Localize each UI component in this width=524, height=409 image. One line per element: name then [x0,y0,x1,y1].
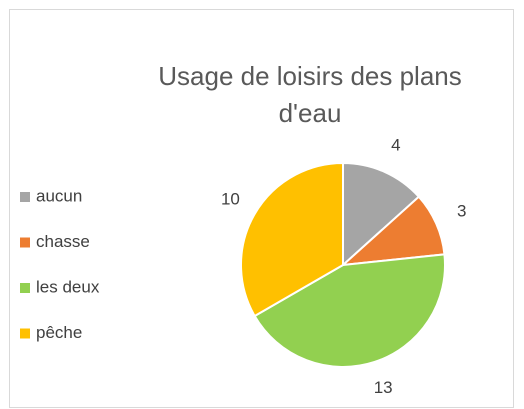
legend-swatch [20,237,30,248]
legend-label: les deux [36,277,100,296]
data-label: 4 [391,136,400,155]
data-label: 3 [457,202,466,221]
legend-label: chasse [36,232,90,251]
data-label: 13 [374,378,393,397]
legend-swatch [20,192,30,202]
legend-swatch [20,328,30,339]
pie-slice [253,253,446,368]
legend-swatch [20,283,30,293]
chart-title: Usage de loisirs des plans d'eau [158,61,462,128]
legend-label: pêche [36,323,82,342]
data-label: 10 [221,189,240,208]
pie-slice [240,161,344,318]
pie-slice [342,161,421,268]
legend-label: aucun [36,186,82,205]
